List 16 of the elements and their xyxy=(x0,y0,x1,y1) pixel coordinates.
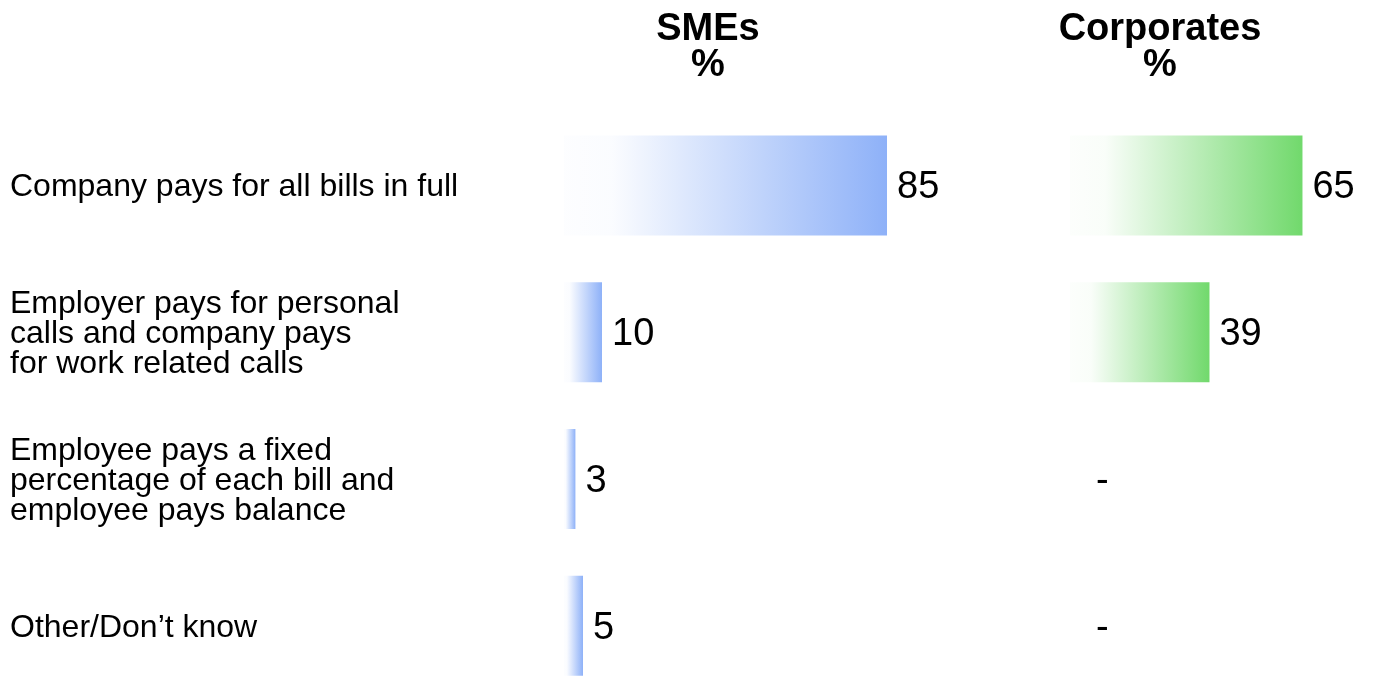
chart-title: SMEs % xyxy=(656,6,760,84)
data-label: 65 xyxy=(1312,164,1355,207)
chart-title: Corporates % xyxy=(1058,6,1262,84)
y-tick-label: Employee pays a fixed percentage of each bill and employee pays balance xyxy=(10,430,395,527)
y-tick-label: Other/Don’t know xyxy=(10,607,259,644)
y-tick-label: Employer pays for personal calls and company pays for work related calls xyxy=(10,284,400,381)
bar xyxy=(564,428,576,529)
data-label: 10 xyxy=(612,311,655,354)
data-label: 5 xyxy=(593,604,615,647)
data-label: 85 xyxy=(897,164,940,207)
y-tick-label: Company pays for all bills in full xyxy=(10,167,459,204)
bar xyxy=(564,575,583,676)
text: - xyxy=(1096,604,1109,647)
data-label: 39 xyxy=(1219,311,1262,354)
text: - xyxy=(1096,457,1109,500)
data-label: 3 xyxy=(585,457,607,500)
